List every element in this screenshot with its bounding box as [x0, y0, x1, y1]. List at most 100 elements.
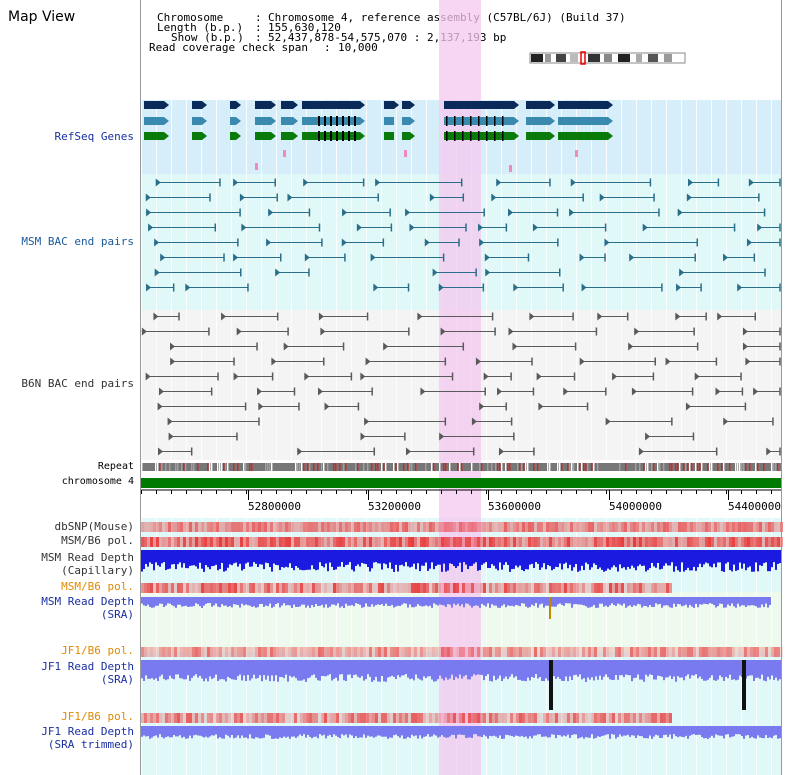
msm-capillary-depth-bar — [557, 550, 559, 568]
jf1-sra-depth-bar — [175, 660, 177, 675]
jf1-sra-depth-bar — [167, 660, 169, 680]
msm-b6-pol-heat-cell — [456, 537, 459, 547]
jf1-trim-depth-bar — [513, 726, 515, 737]
msm-b6-pol-heat-cell — [186, 537, 189, 547]
msm-capillary-depth-bar — [697, 550, 699, 568]
msm-capillary-depth-bar — [633, 550, 635, 568]
msm-b6-pol-heat-cell — [540, 537, 543, 547]
track-label-jf1-depth-trim[interactable]: JF1 Read Depth — [41, 725, 134, 738]
msm-b6-pol-sra-heat-cell — [642, 583, 645, 593]
msm-sra-depth-bar — [221, 597, 223, 605]
msm-sra-depth-bar — [479, 597, 481, 608]
dbsnp-heat-cell — [378, 522, 381, 532]
jf1-sra-depth-bar — [305, 660, 307, 682]
track-label-jf1-pol-1[interactable]: JF1/B6 pol. — [61, 644, 134, 657]
msm-b6-pol-heat-cell — [234, 537, 237, 547]
msm-capillary-depth-bar — [273, 550, 275, 564]
msm-b6-pol-sra-heat-cell — [591, 583, 594, 593]
msm-b6-pol-heat-cell — [573, 537, 576, 547]
gene-block — [192, 101, 202, 109]
msm-capillary-depth-bar — [691, 550, 693, 571]
msm-b6-pol-sra-heat-cell — [447, 583, 450, 593]
jf1-b6-pol-heat-cell — [627, 647, 630, 657]
jf1-sra-depth-bar — [695, 660, 697, 675]
msm-capillary-depth-bar — [285, 550, 287, 567]
repeat-element — [675, 463, 677, 471]
track-label-jf1-depth-sra[interactable]: JF1 Read Depth — [41, 660, 134, 673]
dbsnp-heat-cell — [321, 522, 324, 532]
repeat-element — [345, 463, 347, 471]
dbsnp-heat-cell — [480, 522, 483, 532]
jf1-sra-depth-bar — [627, 660, 629, 676]
jf1-b6-pol-trim-heat-cell — [177, 713, 180, 723]
track-label-msm-b6-pol-2[interactable]: MSM/B6 pol. — [61, 580, 134, 593]
repeat-element — [193, 463, 195, 471]
dbsnp-heat-cell — [708, 522, 711, 532]
jf1-trim-depth-bar — [561, 726, 563, 737]
msm-capillary-depth-bar — [353, 550, 355, 572]
jf1-sra-depth-bar — [453, 660, 455, 680]
msm-sra-depth-bar — [509, 597, 511, 607]
msm-capillary-depth-bar — [685, 550, 687, 571]
msm-b6-pol-sra-heat-cell — [522, 583, 525, 593]
msm-capillary-depth-bar — [601, 550, 603, 570]
msm-sra-depth-bar — [765, 597, 767, 604]
b6n-bac-pair-end — [483, 372, 489, 381]
msm-b6-pol-sra-heat-cell — [624, 583, 627, 593]
jf1-trim-depth-bar — [157, 726, 159, 738]
msm-b6-pol-sra-heat-cell — [549, 583, 552, 593]
jf1-sra-depth-bar — [641, 660, 643, 680]
track-label-jf1-pol-2[interactable]: JF1/B6 pol. — [61, 710, 134, 723]
jf1-trim-depth-bar — [711, 726, 713, 736]
gene-exon-mark — [454, 116, 456, 126]
msm-b6-pol-sra-heat-cell — [606, 583, 609, 593]
dbsnp-heat-cell — [333, 522, 336, 532]
jf1-sra-depth-bar — [465, 660, 467, 675]
msm-bac-pair-end — [604, 238, 610, 247]
msm-capillary-depth-bar — [473, 550, 475, 564]
track-label-b6n-bac[interactable]: B6N BAC end pairs — [21, 377, 134, 390]
jf1-b6-pol-heat-cell — [327, 647, 330, 657]
jf1-sra-depth-bar — [377, 660, 379, 682]
jf1-sra-depth-bar — [291, 660, 293, 678]
jf1-trim-depth-bar — [679, 726, 681, 737]
dbsnp-heat-cell — [717, 522, 720, 532]
msm-capillary-depth-bar — [751, 550, 753, 572]
jf1-sra-depth-bar — [575, 660, 577, 675]
jf1-sra-depth-bar — [447, 660, 449, 680]
dbsnp-heat-cell — [531, 522, 534, 532]
msm-capillary-depth-bar — [501, 550, 503, 570]
repeat-element — [569, 463, 571, 471]
jf1-trim-depth-bar — [505, 726, 507, 735]
jf1-trim-depth-bar — [571, 726, 573, 736]
jf1-sra-depth-bar — [537, 660, 539, 679]
track-label-refseq[interactable]: RefSeq Genes — [54, 130, 134, 143]
jf1-trim-depth-bar — [457, 726, 459, 735]
track-label-msm-bac[interactable]: MSM BAC end pairs — [21, 235, 134, 248]
msm-capillary-depth-bar — [323, 550, 325, 568]
jf1-b6-pol-heat-cell — [483, 647, 486, 657]
track-label-msm-depth-sra[interactable]: MSM Read Depth — [41, 595, 134, 608]
msm-b6-pol-heat-cell — [720, 537, 723, 547]
jf1-sra-depth-bar — [665, 660, 667, 678]
track-label-dbsnp[interactable]: dbSNP(Mouse) — [54, 520, 134, 533]
msm-b6-pol-heat-cell — [495, 537, 498, 547]
msm-capillary-depth-bar — [519, 550, 521, 566]
msm-capillary-depth-bar — [551, 550, 553, 571]
msm-sra-depth-bar — [461, 597, 463, 605]
msm-sra-depth-bar — [533, 597, 535, 606]
msm-b6-pol-heat-cell — [522, 537, 525, 547]
jf1-sra-depth-bar — [277, 660, 279, 682]
msm-b6-pol-sra-heat-cell — [225, 583, 228, 593]
jf1-b6-pol-heat-cell — [360, 647, 363, 657]
track-label-msm-depth-cap[interactable]: MSM Read Depth — [41, 551, 134, 564]
jf1-b6-pol-heat-cell — [582, 647, 585, 657]
msm-sra-depth-bar — [529, 597, 531, 608]
jf1-trim-depth-bar — [379, 726, 381, 736]
jf1-b6-pol-heat-cell — [510, 647, 513, 657]
track-label-msm-b6-pol-1[interactable]: MSM/B6 pol. — [61, 534, 134, 547]
msm-b6-pol-sra-heat-cell — [285, 583, 288, 593]
msm-capillary-depth-bar — [537, 550, 539, 564]
msm-sra-depth-bar — [577, 597, 579, 605]
